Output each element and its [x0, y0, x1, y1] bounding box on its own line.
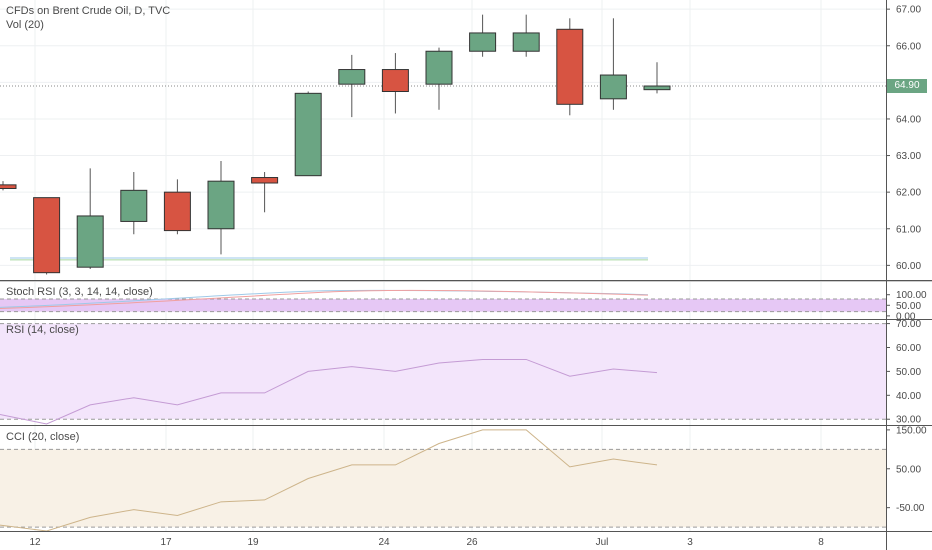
stoch-rsi-label: Stoch RSI (3, 3, 14, 14, close) [6, 286, 153, 298]
indicator-bands [0, 298, 886, 528]
stoch-band [0, 298, 886, 312]
price-tick-label-3: 63.00 [896, 151, 921, 162]
rsi-line [0, 358, 658, 425]
cci-line [0, 429, 658, 532]
candle-body-14 [599, 74, 627, 100]
moving-average-lines [0, 85, 886, 309]
x-tick-label-7: 8 [818, 537, 824, 548]
chart-title: CFDs on Brent Crude Oil, D, TVC [6, 5, 171, 17]
cci-band [0, 449, 886, 528]
x-tick-label-4: 26 [466, 537, 478, 548]
price-tick-label-7: 67.00 [896, 5, 921, 16]
stoch-d-line [0, 289, 649, 309]
candle-body-6 [251, 177, 279, 184]
rsi-tick-label-3: 40.00 [896, 391, 921, 402]
rsi-tick-label-4: 30.00 [896, 415, 921, 426]
x-tick-label-3: 24 [378, 537, 390, 548]
stoch-tick-label-2: 0.00 [896, 311, 916, 322]
volume-label: Vol (20) [6, 19, 44, 31]
stoch-tick-label-1: 50.00 [896, 301, 921, 312]
candle-body-13 [556, 28, 584, 105]
x-tick-label-1: 17 [160, 537, 172, 548]
candle-body-4 [163, 191, 191, 232]
candle-body-11 [469, 32, 497, 52]
stoch-tick-label-0: 100.00 [896, 290, 927, 301]
candle-body-8 [338, 69, 366, 85]
price-tick-label-0: 60.00 [896, 261, 921, 272]
rsi-tick-label-1: 60.00 [896, 343, 921, 354]
cci-label: CCI (20, close) [6, 431, 80, 443]
pane-separators [0, 280, 932, 532]
candle-body-7 [294, 92, 322, 177]
rsi-tick-label-2: 50.00 [896, 367, 921, 378]
candles [0, 14, 671, 275]
candle-body-15 [643, 85, 671, 91]
price-tick-label-1: 61.00 [896, 224, 921, 235]
candle-body-5 [207, 180, 235, 230]
x-tick-label-2: 19 [247, 537, 259, 548]
x-tick-label-5: Jul [596, 537, 609, 548]
x-tick-label-6: 3 [687, 537, 693, 548]
price-tick-label-2: 62.00 [896, 188, 921, 199]
rsi-band [0, 323, 886, 420]
indicator-lines [0, 358, 658, 532]
price-tick-label-4: 64.00 [896, 114, 921, 125]
candle-body-1 [33, 197, 61, 274]
candle-body-10 [425, 50, 453, 85]
candle-body-2 [76, 215, 104, 268]
candle-body-0 [0, 184, 17, 189]
cci-tick-label-2: -50.00 [896, 503, 925, 514]
x-tick-label-0: 12 [29, 537, 41, 548]
cci-tick-label-0: 150.00 [896, 425, 927, 436]
last-price-tag: 64.90 [887, 79, 927, 93]
candle-body-3 [120, 189, 148, 222]
price-tick-label-6: 66.00 [896, 41, 921, 52]
candle-body-12 [512, 32, 540, 52]
rsi-tick-label-0: 70.00 [896, 319, 921, 330]
rsi-label: RSI (14, close) [6, 324, 79, 336]
candle-body-9 [381, 69, 409, 93]
cci-tick-label-1: 50.00 [896, 464, 921, 475]
